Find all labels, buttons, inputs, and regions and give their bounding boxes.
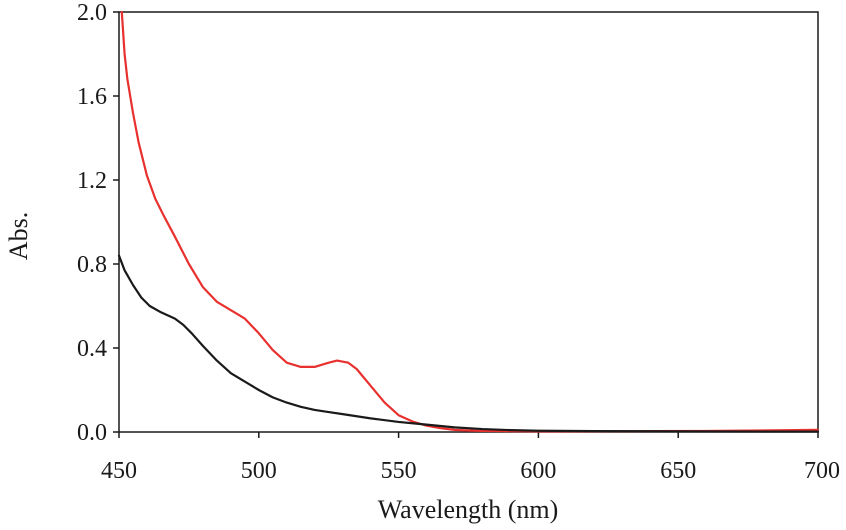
x-axis-title: Wavelength (nm) xyxy=(378,495,559,524)
y-tick-label: 0.0 xyxy=(77,420,107,446)
y-axis-title: Abs. xyxy=(4,212,33,260)
y-tick-label: 0.8 xyxy=(77,252,107,278)
x-tick-label: 600 xyxy=(520,458,556,484)
x-axis-ticks: 450 500 550 600 650 700 xyxy=(101,432,840,484)
x-tick-label: 500 xyxy=(241,458,277,484)
x-tick-label: 450 xyxy=(101,458,137,484)
x-tick-label: 650 xyxy=(660,458,696,484)
series-line-1 xyxy=(120,10,820,433)
y-tick-label: 1.6 xyxy=(77,84,107,110)
series-layer xyxy=(117,10,820,433)
x-tick-label: 550 xyxy=(381,458,417,484)
plot-area-frame xyxy=(118,11,819,433)
x-tick-label: 700 xyxy=(804,458,840,484)
y-tick-label: 2.0 xyxy=(77,0,107,26)
y-tick-label: 0.4 xyxy=(77,336,107,362)
series-line-2 xyxy=(117,254,820,433)
y-tick-label: 1.2 xyxy=(77,168,107,194)
y-axis-ticks: 0.0 0.4 0.8 1.2 1.6 2.0 xyxy=(77,0,119,446)
